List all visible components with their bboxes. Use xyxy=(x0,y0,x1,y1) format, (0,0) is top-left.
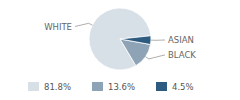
leader-line xyxy=(151,40,165,41)
legend-swatch xyxy=(92,82,103,91)
slice-label: BLACK xyxy=(168,50,196,60)
legend: 81.8% 13.6% 4.5% xyxy=(28,82,194,92)
slice-label: WHITE xyxy=(44,22,72,32)
legend-label: 81.8% xyxy=(44,82,71,92)
leader-line xyxy=(75,23,92,26)
legend-swatch xyxy=(28,82,39,91)
legend-label: 13.6% xyxy=(108,82,135,92)
chart: WHITE ASIAN BLACK 81.8% 13.6% 4.5% xyxy=(0,0,240,100)
slice-label: ASIAN xyxy=(168,35,194,45)
legend-label: 4.5% xyxy=(172,82,194,92)
leader-line xyxy=(146,55,166,59)
slice-labels: WHITE ASIAN BLACK xyxy=(44,22,196,60)
slices xyxy=(89,8,151,70)
pie-slice xyxy=(120,36,151,45)
pie-slice xyxy=(89,8,151,70)
legend-swatch xyxy=(156,82,167,91)
